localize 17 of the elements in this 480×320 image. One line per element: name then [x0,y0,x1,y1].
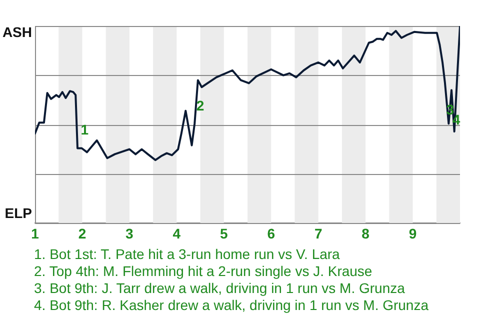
x-tick-label: 2 [78,225,86,242]
annotation: 2 [196,98,204,114]
x-tick-label: 7 [314,225,322,242]
text: 1. Bot 1st: T. Pate hit a 3-run home run vs V. Lara [34,246,341,263]
text: 3. Bot 9th: J. Tarr drew a walk, driving in 1 run vs M. Grunza [34,280,406,297]
x-tick-label: 3 [126,225,134,242]
x-tick-label: 1 [31,225,40,242]
annotation: 1 [80,121,89,138]
x-tick-label: 9 [408,225,417,242]
x-tick-label: 5 [220,225,228,242]
text: 4. Bot 9th: R. Kasher drew a walk, driving in 1 run vs M. Grunza [34,297,430,314]
x-tick-label: 4 [172,225,181,242]
text: ASH [2,24,32,40]
x-tick-label: 8 [362,225,370,242]
text: ELP [4,205,32,222]
text: 2. Top 4th: M. Flemming hit a 2-run single vs J. Krause [34,263,374,280]
x-tick-label: 6 [267,225,276,242]
